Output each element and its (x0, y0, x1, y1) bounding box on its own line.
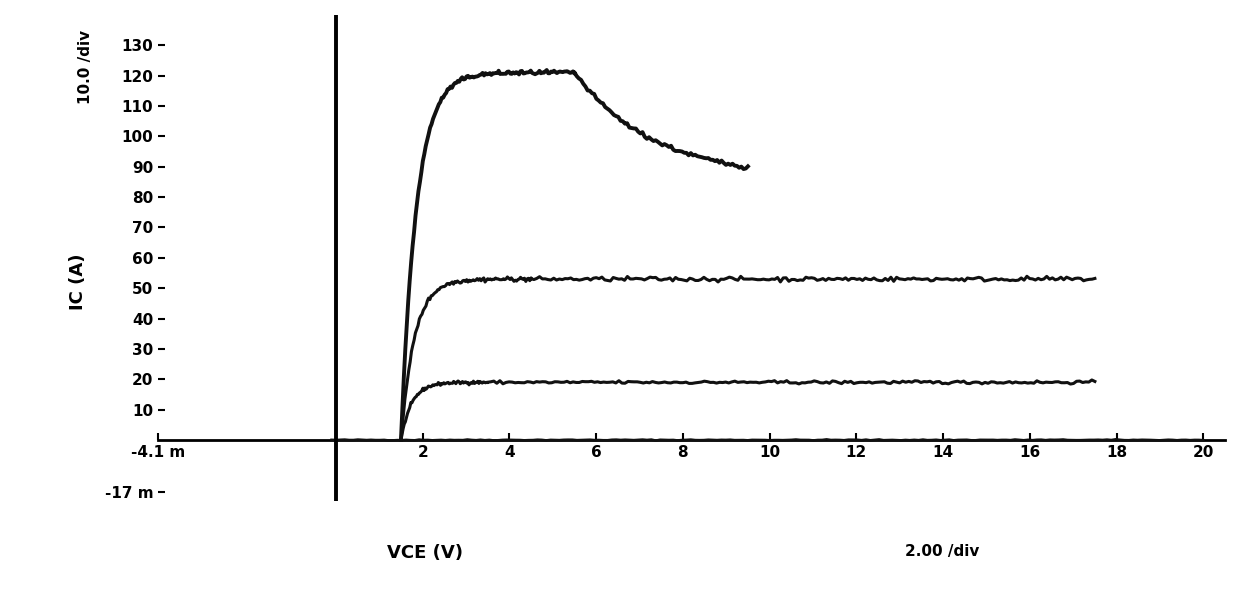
Text: VCE (V): VCE (V) (387, 544, 463, 562)
Text: 10.0 /div: 10.0 /div (78, 30, 93, 104)
Text: 2.00 /div: 2.00 /div (905, 544, 980, 559)
Text: IC (A): IC (A) (69, 254, 87, 310)
